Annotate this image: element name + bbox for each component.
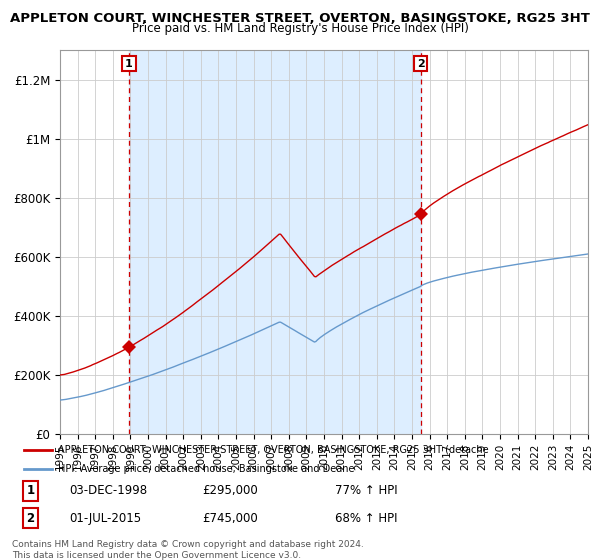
Text: APPLETON COURT, WINCHESTER STREET, OVERTON, BASINGSTOKE, RG25 3HT (detache: APPLETON COURT, WINCHESTER STREET, OVERT…: [58, 445, 489, 455]
Text: £295,000: £295,000: [202, 484, 258, 497]
Text: HPI: Average price, detached house, Basingstoke and Deane: HPI: Average price, detached house, Basi…: [58, 464, 355, 474]
Text: 03-DEC-1998: 03-DEC-1998: [70, 484, 148, 497]
Bar: [129, 50, 421, 434]
Text: APPLETON COURT, WINCHESTER STREET, OVERTON, BASINGSTOKE, RG25 3HT: APPLETON COURT, WINCHESTER STREET, OVERT…: [10, 12, 590, 25]
Text: 01-JUL-2015: 01-JUL-2015: [70, 512, 142, 525]
Text: Price paid vs. HM Land Registry's House Price Index (HPI): Price paid vs. HM Land Registry's House …: [131, 22, 469, 35]
Text: 2: 2: [417, 59, 425, 69]
Text: 1: 1: [125, 59, 133, 69]
Text: £745,000: £745,000: [202, 512, 258, 525]
Text: 68% ↑ HPI: 68% ↑ HPI: [335, 512, 397, 525]
Text: 1: 1: [26, 484, 35, 497]
Text: 2: 2: [26, 512, 35, 525]
Text: 77% ↑ HPI: 77% ↑ HPI: [335, 484, 397, 497]
Text: Contains HM Land Registry data © Crown copyright and database right 2024.
This d: Contains HM Land Registry data © Crown c…: [12, 540, 364, 560]
